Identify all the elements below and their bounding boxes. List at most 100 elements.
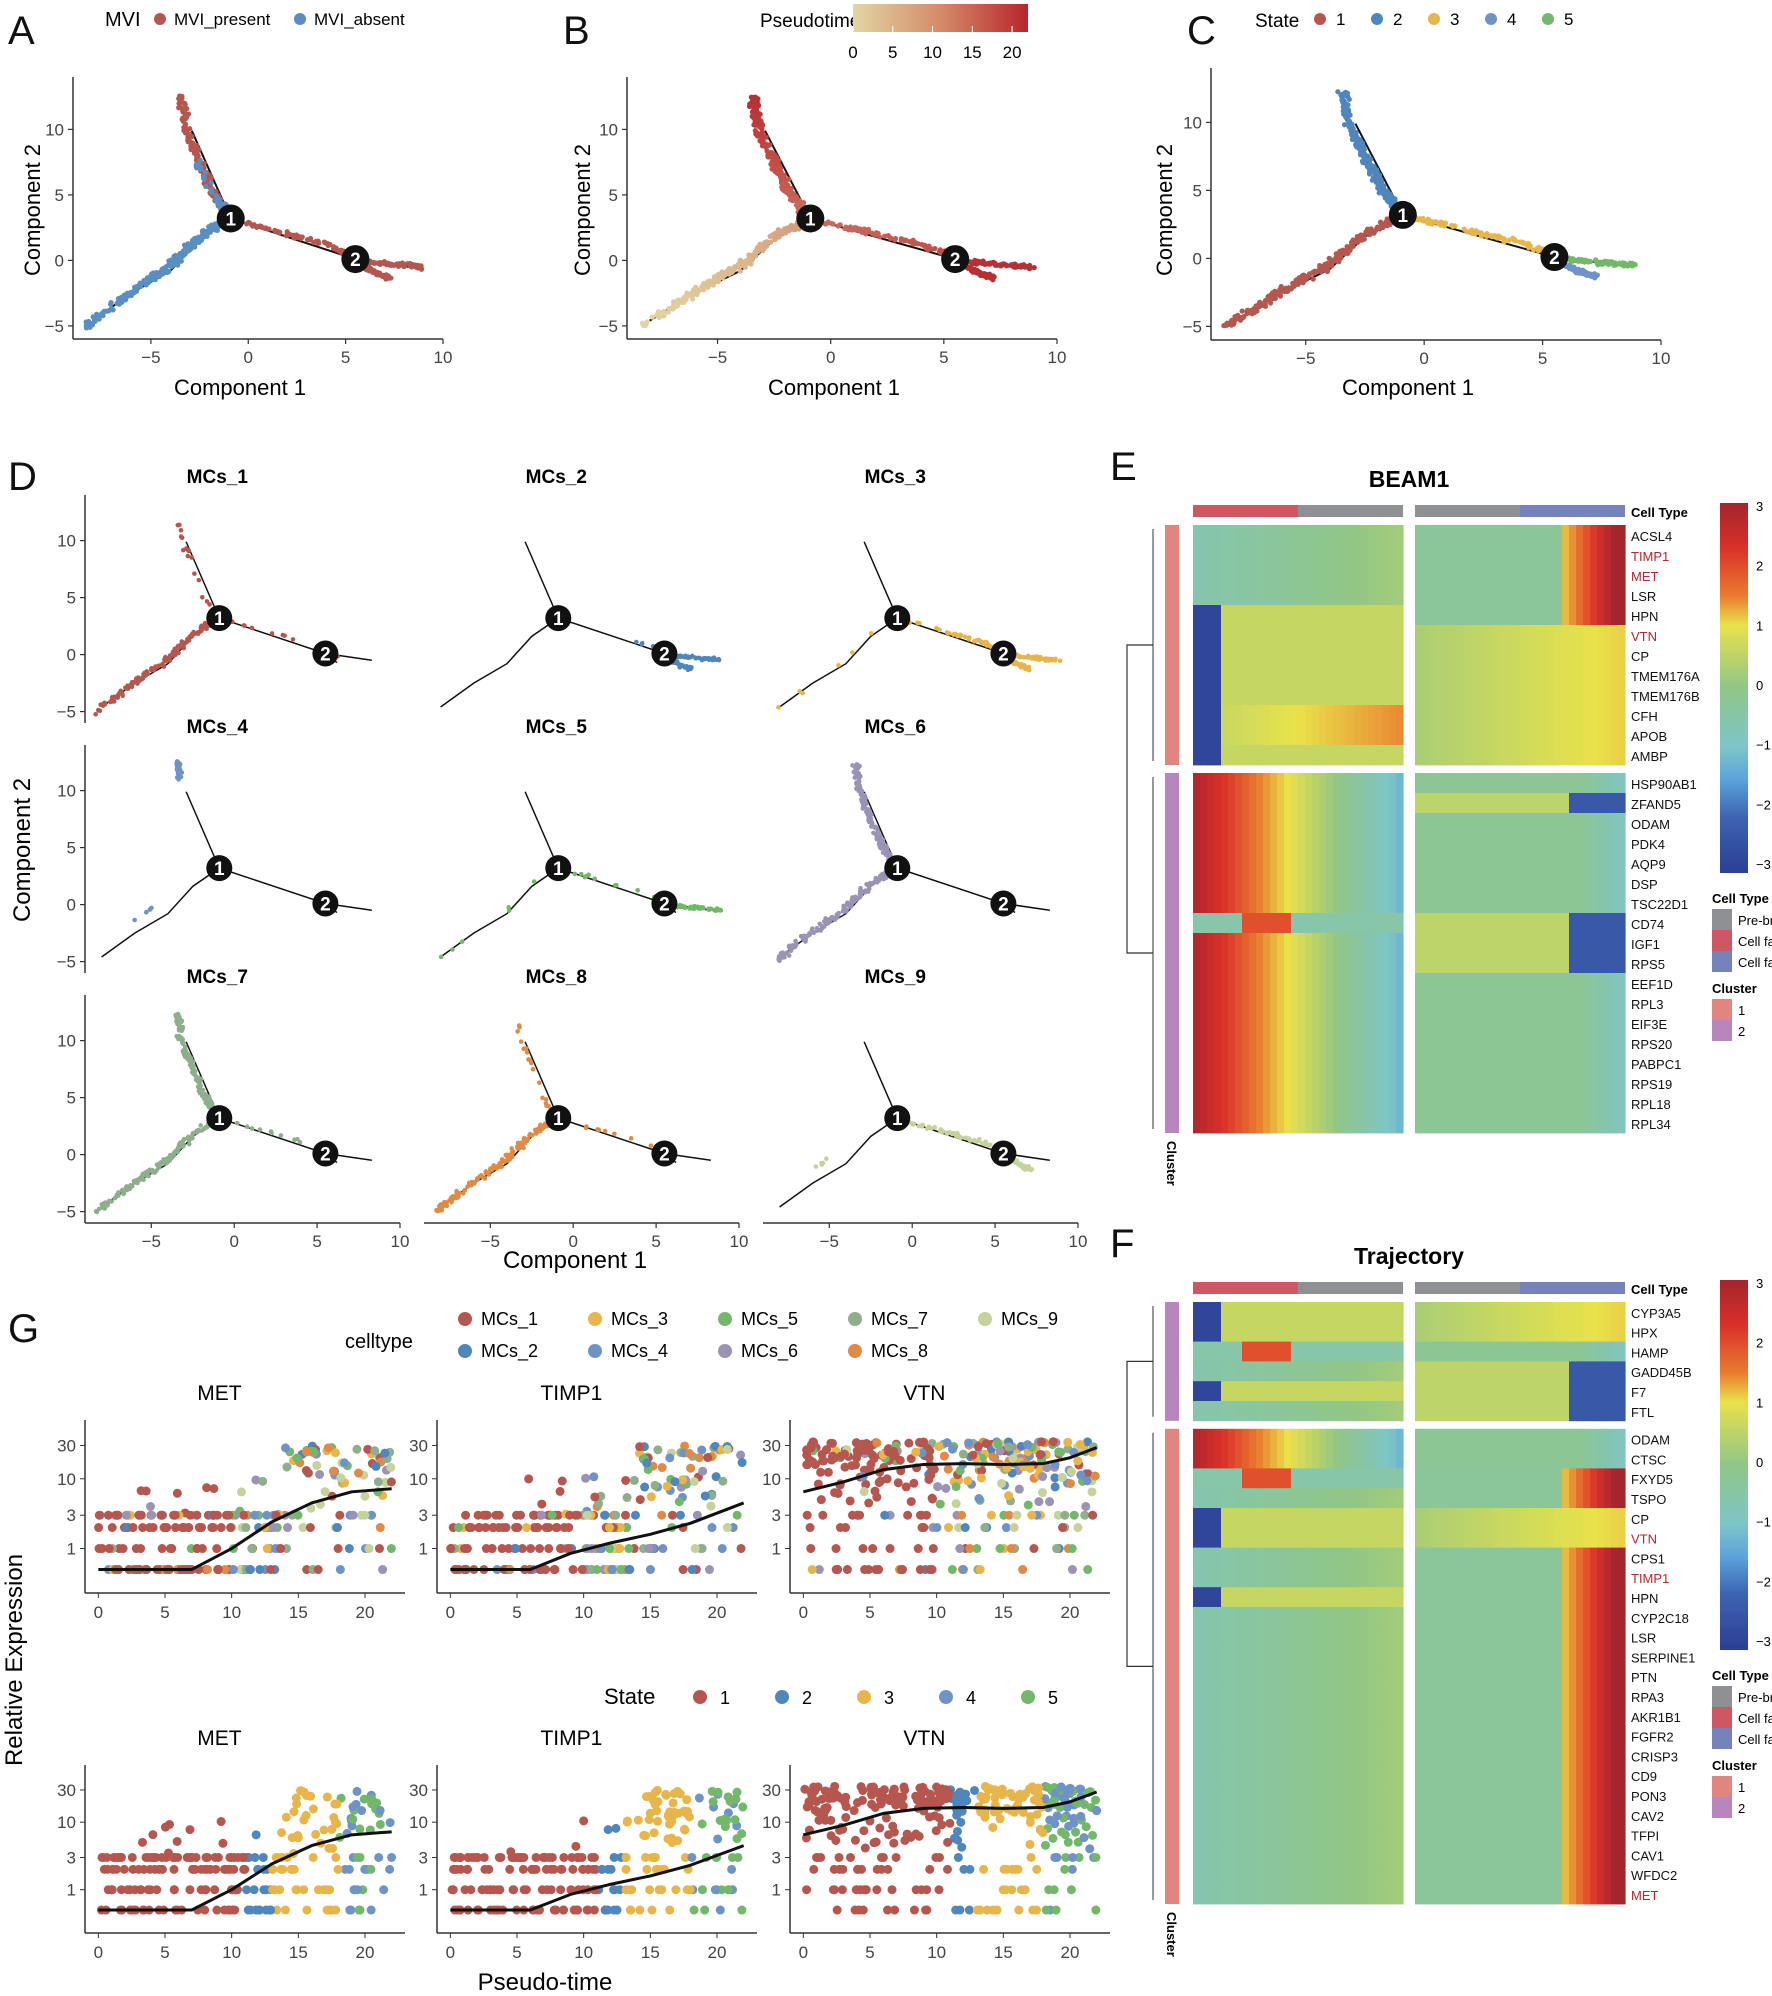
heatmap-cell <box>1263 913 1271 934</box>
data-point <box>892 235 899 242</box>
heatmap-cell <box>1590 565 1598 586</box>
branch-point-label: 2 <box>950 250 961 271</box>
heatmap-cell <box>1298 545 1306 566</box>
heatmap-cell <box>1429 813 1437 834</box>
heatmap-cell <box>1450 893 1458 914</box>
heatmap-cell <box>1520 853 1528 874</box>
heatmap-cell <box>1347 685 1355 706</box>
heatmap-cell <box>1228 625 1236 646</box>
heatmap-cell <box>1291 585 1299 606</box>
heatmap-cell <box>1200 725 1208 746</box>
data-point <box>767 239 774 245</box>
data-point <box>716 657 722 663</box>
data-point <box>768 161 774 167</box>
heatmap-cell <box>1207 773 1215 794</box>
heatmap-cell <box>1382 645 1390 666</box>
heatmap-cell <box>1415 525 1423 546</box>
heatmap-cell <box>1361 585 1369 606</box>
heatmap-cell <box>1492 565 1500 586</box>
heatmap-cell <box>1513 873 1521 894</box>
heatmap-cell <box>1457 893 1465 914</box>
heatmap-cell <box>1562 813 1570 834</box>
heatmap-cell <box>1492 525 1500 546</box>
heatmap-cell <box>1221 665 1229 686</box>
heatmap-cell <box>1200 585 1208 606</box>
heatmap-cell <box>1340 873 1348 894</box>
heatmap-cell <box>1618 873 1626 894</box>
heatmap-cell <box>1193 873 1201 894</box>
data-point <box>758 246 764 253</box>
axis-title: Component 2 <box>20 144 45 276</box>
heatmap-cell <box>1375 793 1383 814</box>
data-point <box>863 801 869 807</box>
heatmap-cell <box>1200 793 1208 814</box>
plot-D-MCs_5: 12 <box>438 791 724 960</box>
heatmap-cell <box>1450 773 1458 794</box>
data-point <box>919 1124 925 1129</box>
heatmap-cell <box>1562 605 1570 626</box>
data-point <box>102 700 107 706</box>
heatmap-cell <box>1368 605 1376 626</box>
data-point <box>1450 223 1456 229</box>
y-tick-label: 0 <box>1193 249 1202 268</box>
heatmap-title: BEAM1 <box>1369 466 1450 492</box>
heatmap-cell <box>1382 705 1390 726</box>
heatmap-cell <box>1270 913 1278 934</box>
heatmap-cell <box>1228 813 1236 834</box>
heatmap-cell <box>1354 725 1362 746</box>
heatmap-cell <box>1415 833 1423 854</box>
heatmap-cell <box>1347 913 1355 934</box>
heatmap-cell <box>1569 745 1577 766</box>
trajectory-line <box>897 867 1050 912</box>
data-point <box>819 1160 824 1166</box>
heatmap-cell <box>1457 773 1465 794</box>
heatmap-cell <box>1347 725 1355 746</box>
heatmap-cell <box>1562 645 1570 666</box>
panel-label-C: C <box>1187 9 1216 53</box>
heatmap-cell <box>1193 773 1201 794</box>
heatmap-cell <box>1618 853 1626 874</box>
heatmap-cell <box>1562 725 1570 746</box>
data-point <box>524 1050 530 1055</box>
heatmap-cell <box>1478 893 1486 914</box>
data-point <box>488 1166 494 1171</box>
heatmap-cell <box>1277 893 1285 914</box>
heatmap-cell <box>1499 645 1507 666</box>
heatmap-cell <box>1207 525 1215 546</box>
branch-point-label: 2 <box>659 894 670 915</box>
data-point <box>98 313 104 319</box>
heatmap-cell <box>1520 585 1528 606</box>
data-point <box>326 242 333 248</box>
heatmap-cell <box>1270 853 1278 874</box>
heatmap-cell <box>1396 685 1404 706</box>
heatmap-cell <box>1562 525 1570 546</box>
heatmap-cell <box>1326 685 1334 706</box>
data-point <box>756 117 762 123</box>
heatmap-cell <box>1361 833 1369 854</box>
heatmap-cell <box>1361 813 1369 834</box>
data-point <box>971 1137 977 1143</box>
heatmap-cell <box>1485 625 1493 646</box>
heatmap-cell <box>1555 685 1563 706</box>
heatmap-cell <box>1263 525 1271 546</box>
data-point <box>706 657 712 663</box>
data-point <box>330 245 337 251</box>
heatmap-cell <box>1214 813 1222 834</box>
heatmap-cell <box>1214 745 1222 766</box>
data-point <box>1378 219 1384 225</box>
heatmap-cell <box>1597 745 1605 766</box>
data-point <box>926 1124 932 1130</box>
data-point <box>266 226 272 232</box>
data-point <box>520 1140 526 1145</box>
heatmap-cell <box>1249 665 1257 686</box>
heatmap-cell <box>1422 525 1430 546</box>
heatmap-cell <box>1576 625 1584 646</box>
heatmap-cell <box>1457 833 1465 854</box>
heatmap-cell <box>1464 725 1472 746</box>
data-point <box>242 623 247 629</box>
heatmap-cell <box>1298 565 1306 586</box>
heatmap-cell <box>1569 725 1577 746</box>
heatmap-cell <box>1618 525 1626 546</box>
heatmap-cell <box>1396 773 1404 794</box>
heatmap-cell <box>1499 685 1507 706</box>
